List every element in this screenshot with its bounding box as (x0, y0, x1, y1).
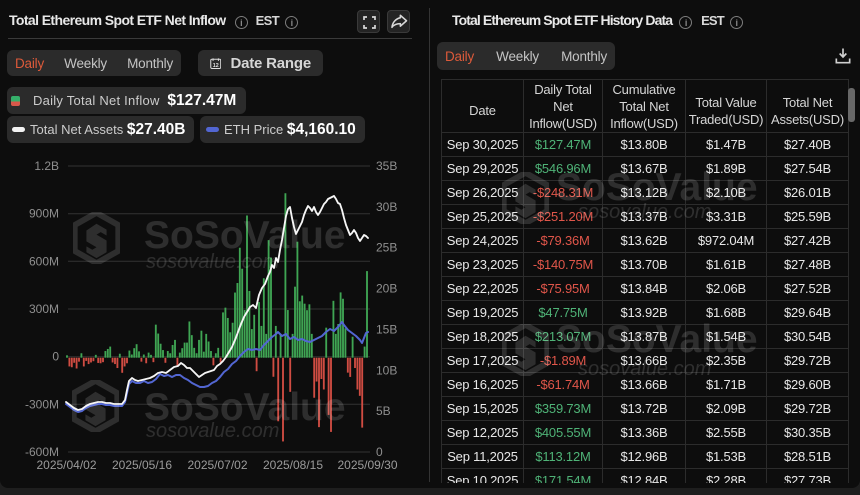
svg-text:0: 0 (376, 445, 383, 459)
svg-text:25B: 25B (376, 241, 397, 255)
svg-text:2025/09/30: 2025/09/30 (337, 458, 397, 472)
svg-text:900M: 900M (29, 207, 59, 221)
svg-text:2025/08/15: 2025/08/15 (263, 458, 323, 472)
svg-text:-600M: -600M (25, 445, 59, 459)
svg-text:35B: 35B (376, 159, 397, 173)
svg-text:0: 0 (52, 350, 59, 364)
svg-text:12: 12 (213, 62, 219, 68)
svg-text:2025/05/16: 2025/05/16 (112, 458, 172, 472)
svg-text:20B: 20B (376, 282, 397, 296)
svg-text:15B: 15B (376, 322, 397, 336)
svg-text:30B: 30B (376, 200, 397, 214)
svg-text:300M: 300M (29, 302, 59, 316)
svg-text:2025/04/02: 2025/04/02 (36, 458, 96, 472)
svg-text:5B: 5B (376, 404, 391, 418)
svg-text:2025/07/02: 2025/07/02 (187, 458, 247, 472)
svg-text:-300M: -300M (25, 397, 59, 411)
svg-text:600M: 600M (29, 254, 59, 268)
svg-text:1.2B: 1.2B (34, 159, 59, 173)
svg-text:10B: 10B (376, 363, 397, 377)
